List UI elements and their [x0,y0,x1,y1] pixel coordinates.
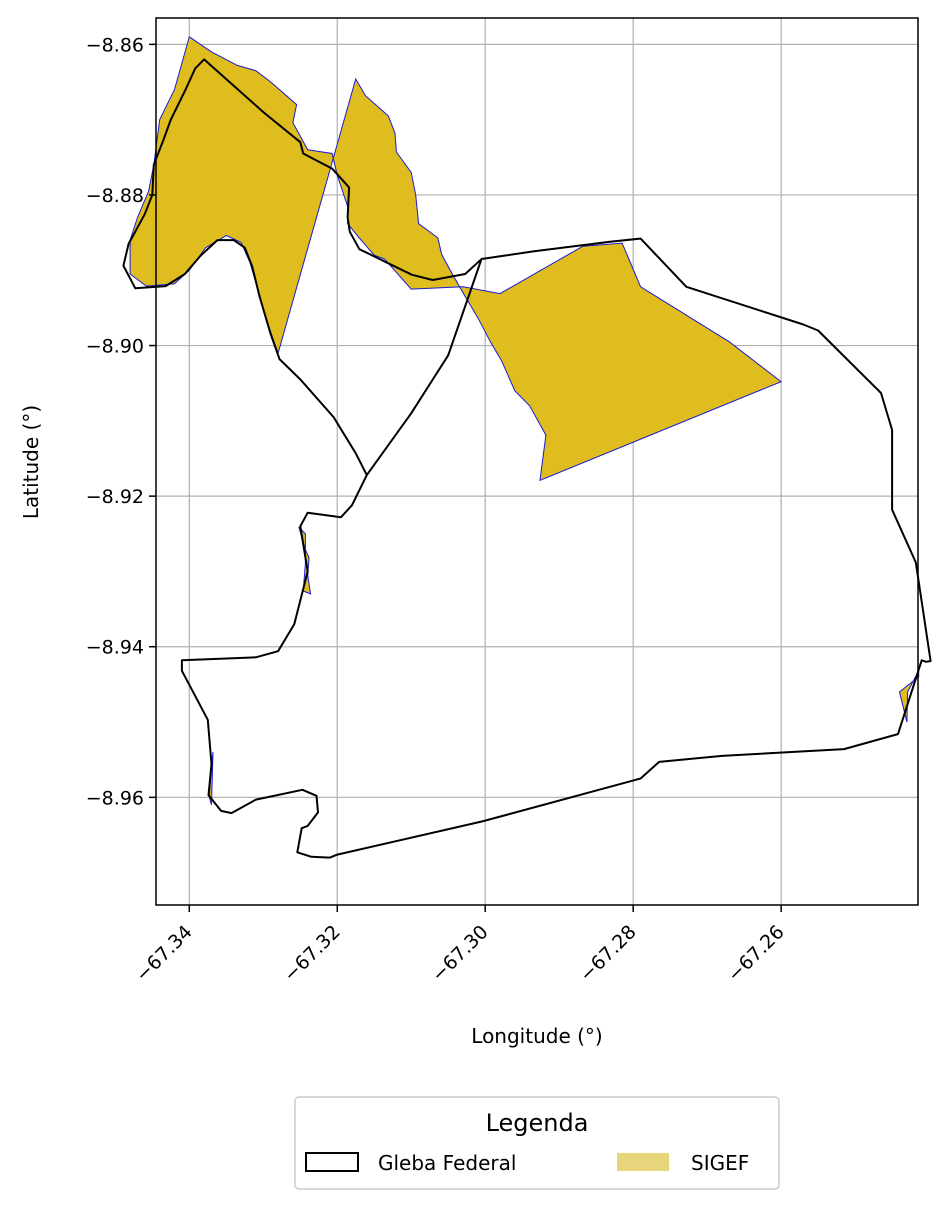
y-tick-label-2: −8.90 [86,336,144,358]
y-axis-title: Latitude (°) [19,405,43,519]
y-tick-label-1: −8.88 [86,185,144,207]
y-tick-label-5: −8.96 [86,787,144,809]
y-tick-label-4: −8.94 [86,637,144,659]
legend-label-sigef: SIGEF [691,1151,749,1175]
y-tick-label-3: −8.92 [86,486,144,508]
legend-title: Legenda [486,1109,589,1137]
legend-label-gleba-federal: Gleba Federal [378,1151,516,1175]
y-tick-label-0: −8.86 [86,34,144,56]
y-axis-ticks: −8.86 −8.88 −8.90 −8.92 −8.94 −8.96 [86,34,156,809]
sigef-polygon-1 [298,526,312,595]
legend: Legenda Gleba Federal SIGEF [294,1096,780,1190]
x-axis-title: Longitude (°) [471,1024,602,1048]
legend-patch-gleba-federal [305,1152,359,1172]
sigef-polygon-main [129,35,783,482]
legend-patch-sigef [617,1153,669,1171]
plot-frame [155,17,919,906]
gleba-federal-boundary [180,237,932,859]
